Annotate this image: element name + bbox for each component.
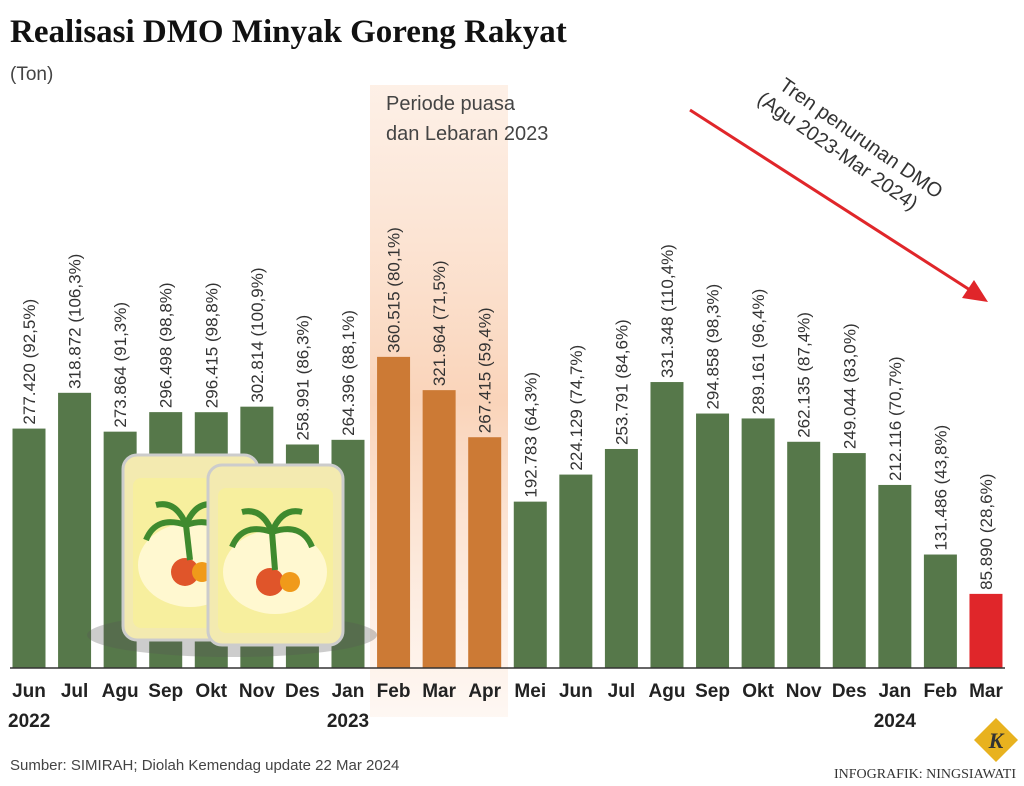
logo: K (988, 728, 1005, 753)
x-year-label: 2022 (8, 711, 50, 732)
bar (696, 413, 730, 668)
x-tick-label: Mar (422, 681, 456, 702)
value-label: 277.420 (92,5%) (20, 299, 39, 425)
bar (58, 392, 92, 668)
x-tick-label: Feb (924, 681, 958, 702)
source: Sumber: SIMIRAH; Diolah Kemendag update … (10, 757, 399, 774)
x-tick-label: Apr (468, 681, 501, 702)
x-tick-label: Nov (786, 681, 822, 702)
bar (377, 356, 411, 668)
value-label: 212.116 (70,7%) (886, 357, 905, 481)
pouch-illustration (87, 453, 377, 657)
bar (650, 382, 684, 668)
bar (12, 428, 46, 668)
value-label: 294.858 (98,3%) (704, 284, 723, 410)
bar (604, 448, 638, 668)
value-label: 321.964 (71,5%) (430, 260, 449, 386)
value-label: 267.415 (59,4%) (476, 308, 495, 434)
x-tick-label: Jul (608, 681, 635, 702)
value-label: 331.348 (110,4%) (658, 244, 677, 378)
bar (832, 453, 866, 668)
x-tick-label: Okt (742, 681, 774, 702)
x-tick-label: Des (832, 681, 867, 702)
bar (878, 484, 912, 668)
x-tick-label: Jun (559, 681, 593, 702)
x-tick-label: Jan (332, 681, 365, 702)
x-tick-label: Sep (695, 681, 730, 702)
bar (787, 441, 821, 668)
x-year-label: 2024 (874, 711, 917, 732)
credit: INFOGRAFIK: NINGSIAWATI (834, 767, 1016, 782)
x-tick-label: Feb (377, 681, 411, 702)
value-label: 296.498 (98,8%) (157, 282, 176, 408)
x-tick-label: Agu (649, 681, 686, 702)
highlight-label: dan Lebaran 2023 (386, 123, 548, 145)
bar (559, 474, 593, 668)
value-label: 262.135 (87,4%) (795, 312, 814, 438)
x-tick-label: Jan (878, 681, 911, 702)
bar (468, 437, 502, 668)
value-label: 296.415 (98,8%) (202, 282, 221, 408)
x-tick-label: Sep (148, 681, 183, 702)
x-tick-label: Mar (969, 681, 1003, 702)
x-tick-label: Nov (239, 681, 275, 702)
x-tick-label: Jun (12, 681, 46, 702)
value-label: 360.515 (80,1%) (385, 227, 404, 353)
value-label: 224.129 (74,7%) (567, 345, 586, 471)
trend-arrow-head (962, 280, 988, 302)
bar (923, 554, 957, 668)
value-label: 85.890 (28,6%) (977, 474, 996, 590)
value-label: 192.783 (64,3%) (521, 372, 540, 498)
value-label: 289.161 (96,4%) (749, 289, 768, 415)
bar (741, 418, 775, 668)
value-label: 131.486 (43,8%) (931, 425, 950, 551)
bar (422, 390, 456, 668)
chart-subtitle: (Ton) (10, 64, 53, 85)
value-label: 273.864 (91,3%) (111, 302, 130, 428)
x-tick-label: Okt (195, 681, 227, 702)
value-label: 302.814 (100,9%) (248, 268, 267, 403)
trend-arrow (689, 108, 971, 292)
logo-shape (974, 718, 1018, 762)
value-label: 258.991 (86,3%) (293, 315, 312, 441)
x-tick-label: Jul (61, 681, 88, 702)
value-label: 249.044 (83,0%) (840, 323, 859, 449)
chart-title: Realisasi DMO Minyak Goreng Rakyat (10, 14, 567, 50)
value-label: 253.791 (84,6%) (612, 319, 631, 445)
bar (513, 501, 547, 668)
value-label: 318.872 (106,3%) (66, 254, 85, 389)
highlight-label: Periode puasa (386, 93, 516, 115)
value-label: 264.396 (88,1%) (339, 310, 358, 436)
bar (969, 593, 1003, 668)
x-tick-label: Des (285, 681, 320, 702)
x-tick-label: Mei (514, 681, 546, 702)
x-year-label: 2023 (327, 711, 369, 732)
x-tick-label: Agu (102, 681, 139, 702)
